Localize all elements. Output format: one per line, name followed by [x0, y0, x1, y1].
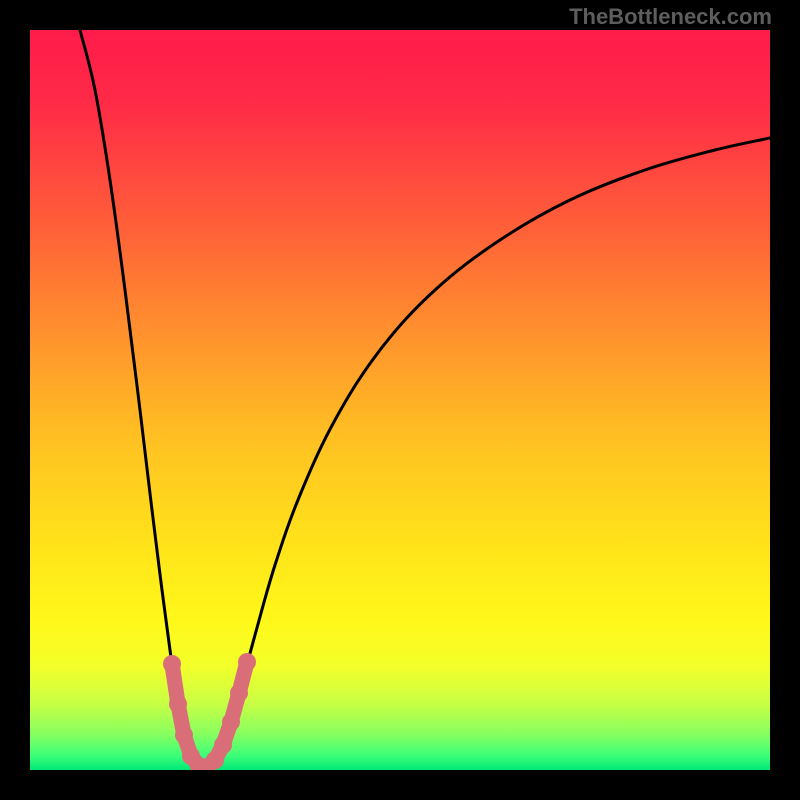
- chart-container: TheBottleneck.com: [0, 0, 800, 800]
- gradient-background: [30, 30, 770, 770]
- marker-point: [238, 653, 256, 671]
- bottleneck-chart: [0, 0, 800, 800]
- marker-point: [163, 655, 181, 673]
- watermark-text: TheBottleneck.com: [569, 4, 772, 30]
- marker-point: [175, 726, 193, 744]
- marker-point: [169, 695, 187, 713]
- marker-point: [222, 713, 240, 731]
- marker-point: [230, 684, 248, 702]
- marker-point: [214, 736, 232, 754]
